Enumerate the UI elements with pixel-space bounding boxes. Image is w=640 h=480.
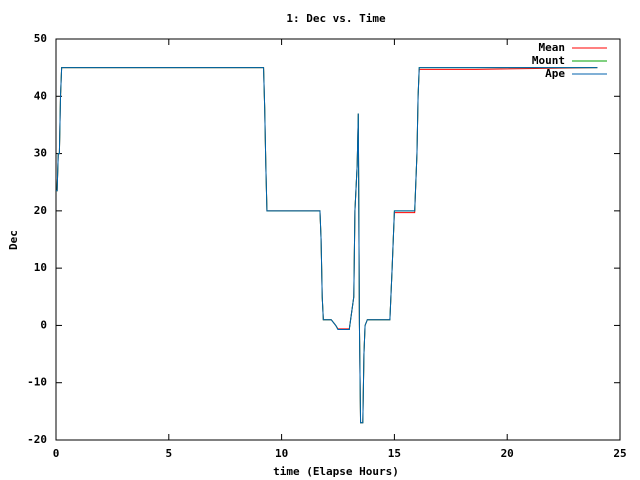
- y-tick-label: 50: [34, 32, 47, 45]
- legend-label: Mount: [532, 54, 565, 67]
- legend-label: Ape: [545, 67, 565, 80]
- y-tick-label: 30: [34, 147, 47, 160]
- x-tick-label: 0: [53, 447, 60, 460]
- y-tick-label: 10: [34, 261, 47, 274]
- x-axis-label: time (Elapse Hours): [273, 465, 399, 478]
- x-tick-label: 15: [388, 447, 401, 460]
- y-tick-label: 0: [40, 318, 47, 331]
- legend-label: Mean: [539, 41, 566, 54]
- x-tick-label: 5: [165, 447, 172, 460]
- plot-frame: [55, 38, 621, 441]
- y-tick-label: 40: [34, 89, 47, 102]
- y-axis-label: Dec: [7, 230, 20, 250]
- y-tick-label: -10: [27, 376, 47, 389]
- x-tick-label: 20: [501, 447, 514, 460]
- x-tick-label: 25: [613, 447, 626, 460]
- y-tick-label: -20: [27, 433, 47, 446]
- y-tick-label: 20: [34, 204, 47, 217]
- series-line: [56, 67, 598, 424]
- x-tick-label: 10: [275, 447, 288, 460]
- chart-title: 1: Dec vs. Time: [286, 12, 386, 25]
